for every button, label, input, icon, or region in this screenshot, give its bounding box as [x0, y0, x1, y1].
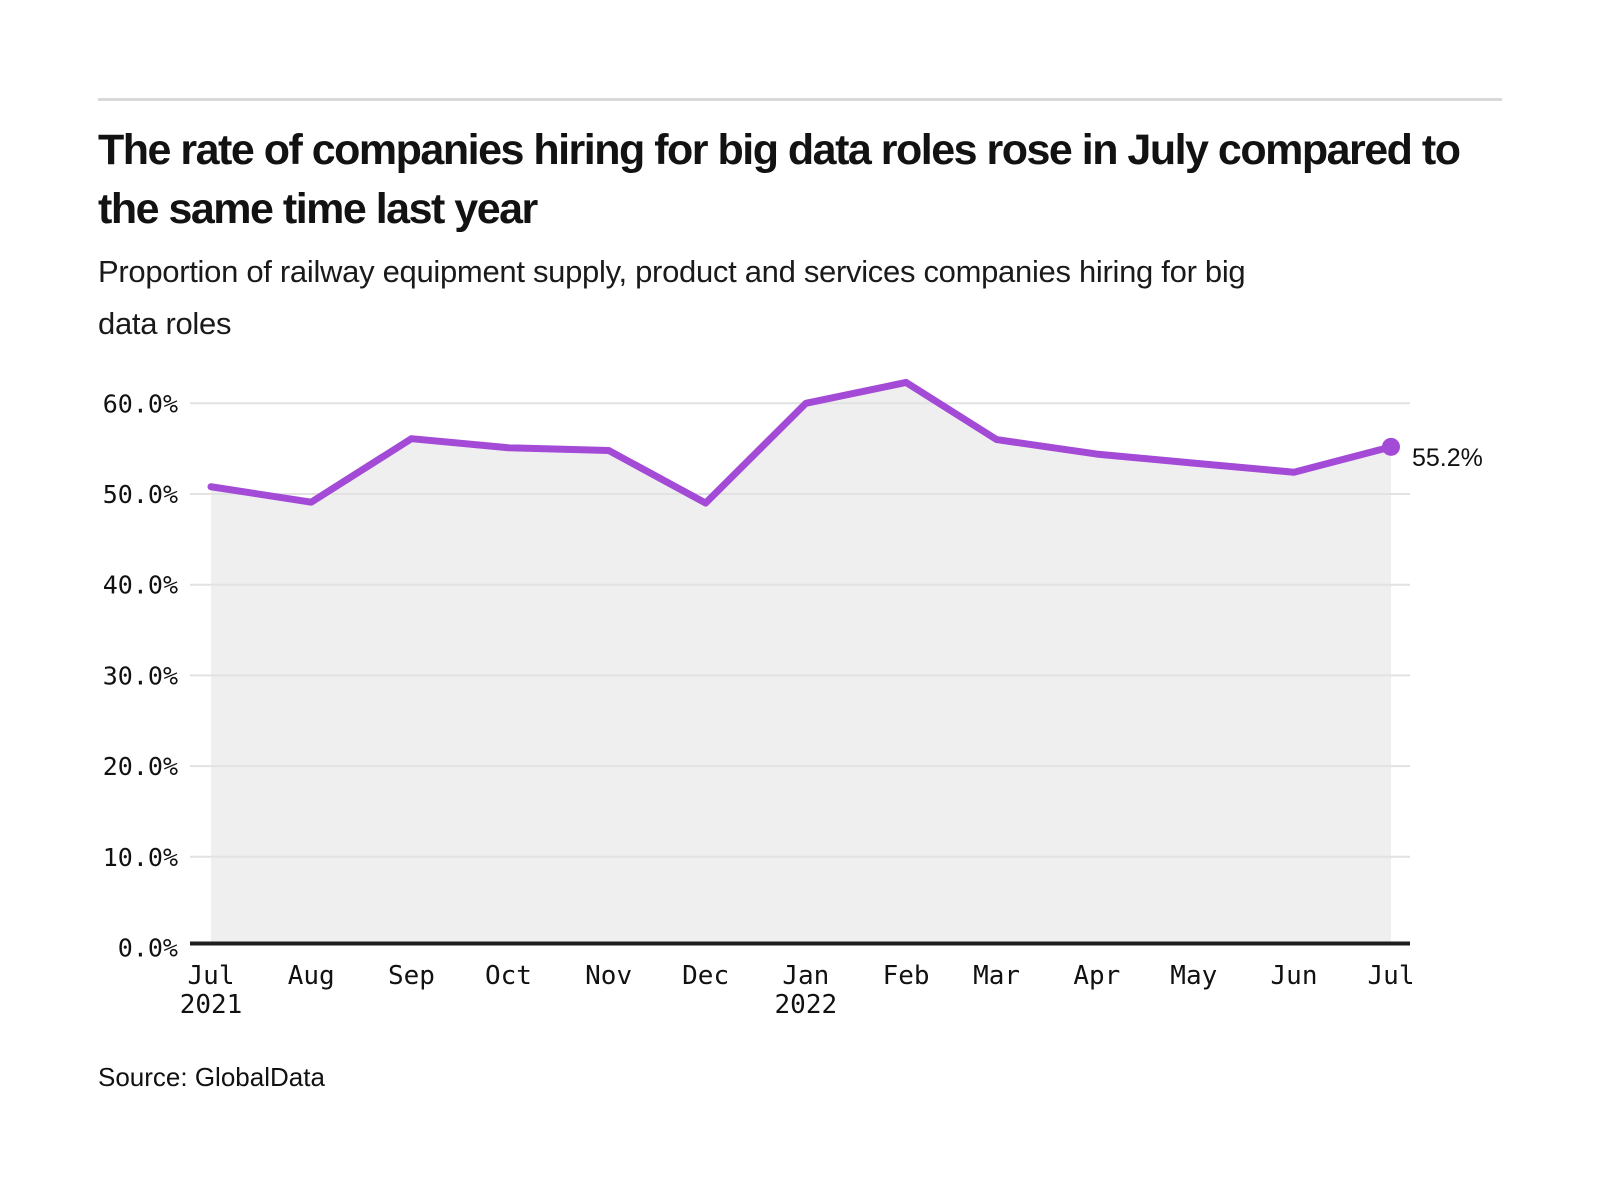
top-divider	[98, 98, 1502, 101]
chart-subtitle: Proportion of railway equipment supply, …	[98, 254, 1246, 341]
x-tick-label: Dec	[682, 961, 729, 991]
y-tick-label: 40.0%	[103, 571, 178, 600]
source-label: Source: GlobalData	[98, 1062, 325, 1092]
x-tick-label: Feb	[883, 961, 930, 991]
x-tick-label: Oct	[485, 961, 532, 991]
x-tick-label: Apr	[1073, 961, 1120, 991]
x-tick-label: Nov	[585, 961, 632, 991]
x-tick-label: Jul	[1368, 961, 1415, 991]
x-tick-label: May	[1170, 961, 1217, 991]
end-point-dot	[1382, 437, 1400, 456]
y-tick-label: 20.0%	[103, 752, 178, 781]
x-tick-label: Sep	[388, 961, 435, 991]
data-line	[207, 378, 1395, 507]
y-tick-label: 10.0%	[103, 843, 178, 872]
x-tick-label: Jan	[782, 961, 829, 991]
y-tick-label: 0.0%	[118, 934, 178, 963]
y-tick-label: 60.0%	[103, 389, 178, 418]
x-tick-label: Jul	[188, 961, 235, 991]
x-year-label: 2021	[180, 990, 243, 1020]
end-point-value-label: 55.2%	[1412, 444, 1483, 472]
y-tick-label: 50.0%	[103, 480, 178, 509]
x-tick-label: Mar	[973, 961, 1020, 991]
x-year-label: 2022	[775, 990, 838, 1020]
x-tick-label: Aug	[288, 961, 335, 991]
area-fill	[211, 382, 1391, 944]
y-tick-label: 30.0%	[103, 661, 178, 690]
x-tick-label: Jun	[1271, 961, 1318, 991]
chart-title: The rate of companies hiring for big dat…	[98, 126, 1461, 233]
